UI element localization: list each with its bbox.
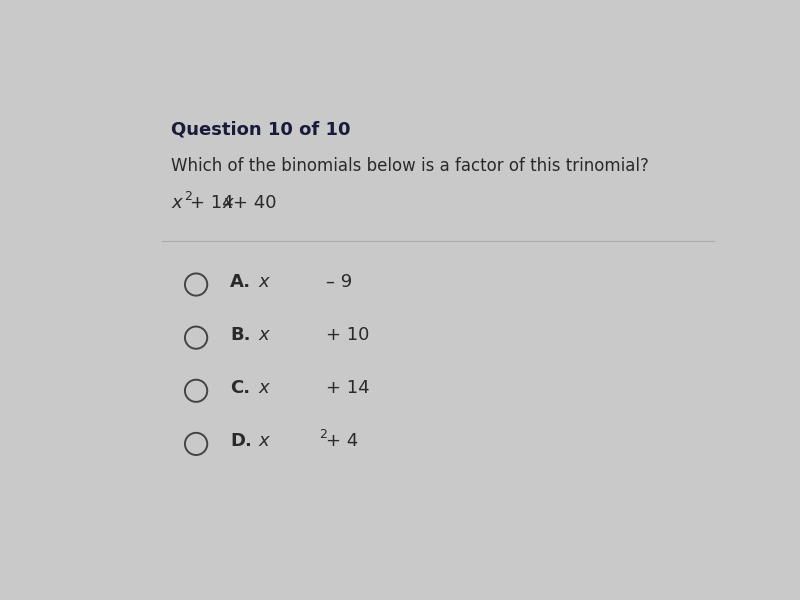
Text: x: x: [258, 379, 269, 397]
Text: Which of the binomials below is a factor of this trinomial?: Which of the binomials below is a factor…: [171, 157, 649, 175]
Text: + 14: + 14: [190, 194, 234, 212]
Text: D.: D.: [230, 433, 252, 451]
Text: x: x: [258, 326, 269, 344]
Text: C.: C.: [230, 379, 250, 397]
Text: – 9: – 9: [326, 273, 352, 291]
Text: 2: 2: [319, 428, 327, 441]
Text: + 10: + 10: [326, 326, 369, 344]
Text: + 40: + 40: [234, 194, 277, 212]
Text: + 4: + 4: [326, 433, 358, 451]
Text: + 14: + 14: [326, 379, 370, 397]
Text: 2: 2: [184, 190, 191, 203]
Text: A.: A.: [230, 273, 251, 291]
Text: x: x: [171, 194, 182, 212]
Text: Question 10 of 10: Question 10 of 10: [171, 121, 350, 139]
Text: x: x: [258, 433, 269, 451]
Text: x: x: [222, 194, 233, 212]
Text: B.: B.: [230, 326, 250, 344]
Text: x: x: [258, 273, 269, 291]
